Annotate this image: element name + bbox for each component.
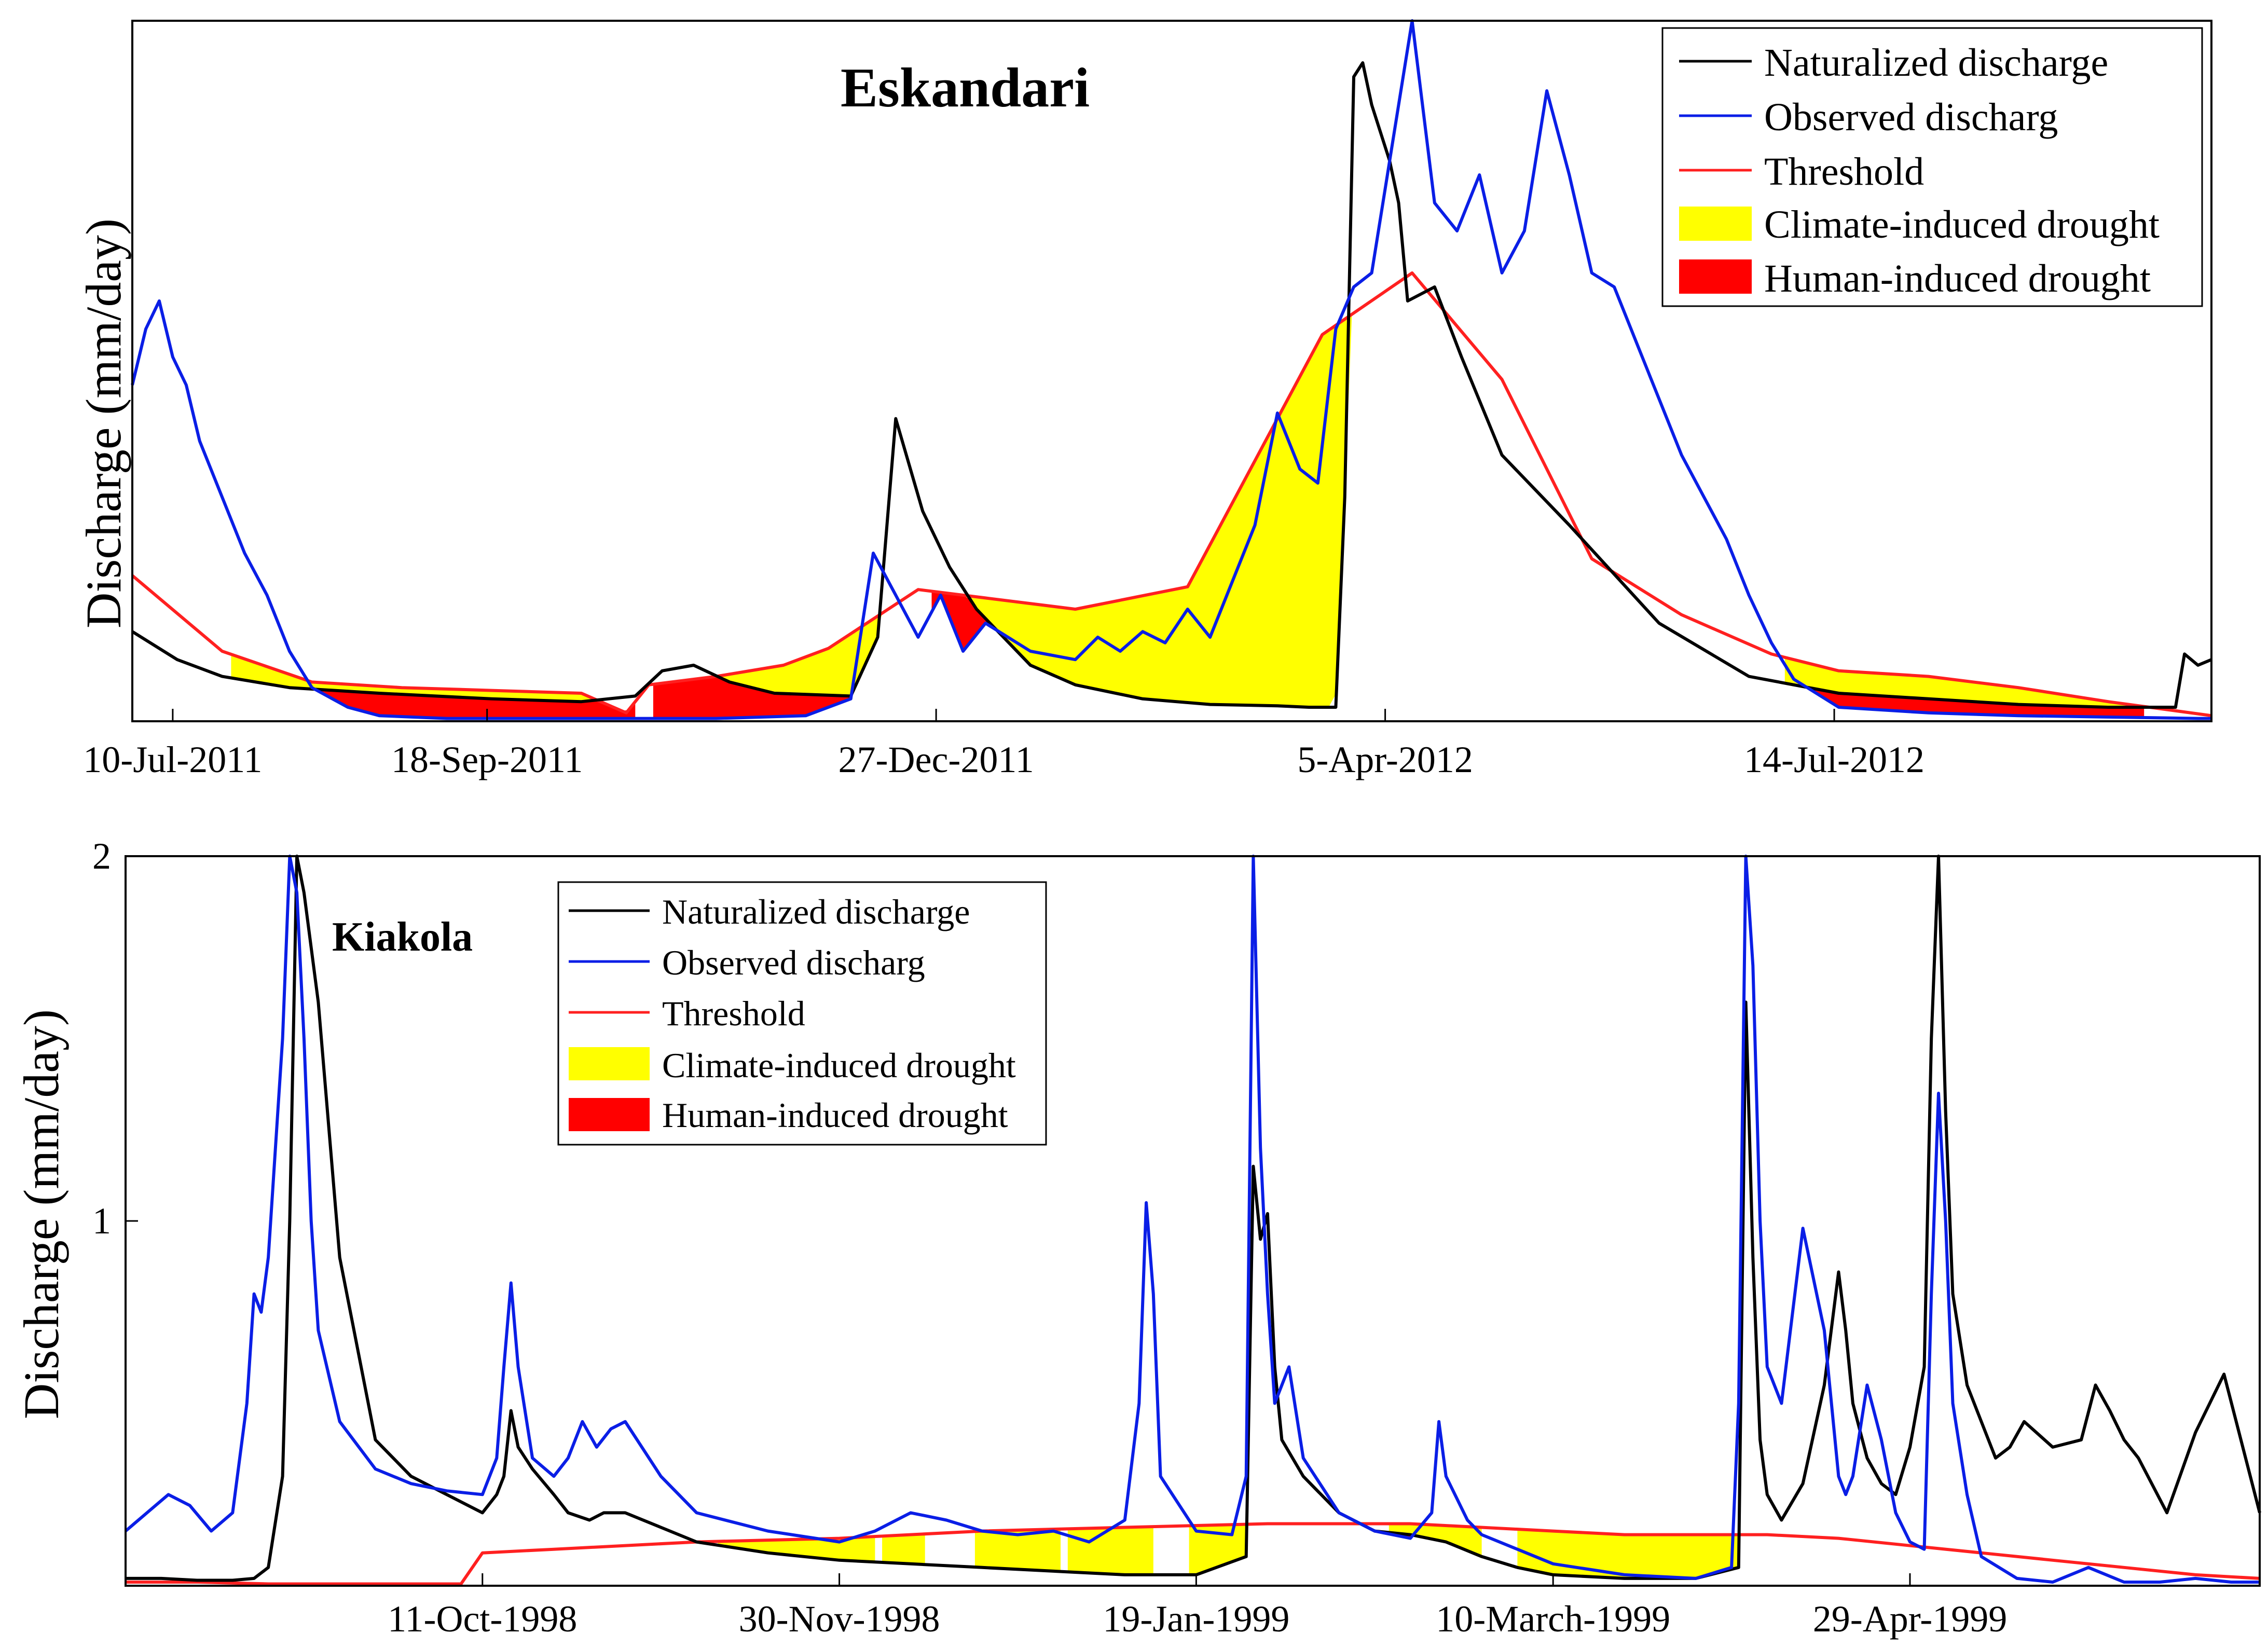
naturalized-discharge-line xyxy=(126,855,2261,1582)
legend-human-swatch xyxy=(569,1098,650,1131)
legend-observed-label: Observed discharg xyxy=(662,943,925,982)
kiakola-y-axis-label: Discharge (mm/day) xyxy=(13,1009,69,1419)
climate-drought-area-8 xyxy=(1189,1523,1289,1575)
eskandari-legend-box xyxy=(1661,27,2203,307)
x-tick-label-1: 18-Sep-2011 xyxy=(391,739,583,780)
climate-drought-area-4 xyxy=(931,282,1399,707)
x-tick-label-0: 10-Jul-2011 xyxy=(83,739,262,780)
legend-naturalized-label: Naturalized discharge xyxy=(1764,41,2108,85)
kiakola-drought-fills xyxy=(718,1523,1739,1578)
climate-drought-area-0 xyxy=(231,654,636,711)
kiakola-plot-frame xyxy=(125,855,2261,1587)
eskandari-drought-fills xyxy=(231,282,2145,719)
observed-discharge-line xyxy=(125,855,2260,1584)
eskandari-legend: Naturalized discharge Observed discharg … xyxy=(1661,27,2203,307)
legend-threshold-label: Threshold xyxy=(1764,150,1924,194)
y-tick-label-0: 1 xyxy=(92,1200,111,1242)
climate-drought-area-4 xyxy=(974,1529,1061,1572)
human-drought-area-1 xyxy=(231,678,636,719)
legend-climate-swatch xyxy=(569,1047,650,1080)
legend-human-label: Human-induced drought xyxy=(1764,257,2151,300)
eskandari-x-ticks: 10-Jul-2011 18-Sep-2011 27-Dec-2011 5-Apr-2… xyxy=(83,709,1925,780)
naturalized-discharge-line xyxy=(131,61,2212,709)
legend-observed-label: Observed discharg xyxy=(1764,95,2058,139)
legend-naturalized-label: Naturalized discharge xyxy=(662,892,970,931)
legend-human-label: Human-induced drought xyxy=(662,1095,1008,1135)
x-tick-label-3: 5-Apr-2012 xyxy=(1297,739,1473,780)
legend-climate-label: Climate-induced drought xyxy=(662,1046,1016,1085)
x-tick-label-3: 10-March-1999 xyxy=(1436,1598,1670,1640)
x-tick-label-4: 14-Jul-2012 xyxy=(1744,739,1925,780)
kiakola-series-lines xyxy=(125,855,2261,1586)
x-tick-label-0: 11-Oct-1998 xyxy=(388,1598,577,1640)
observed-discharge-line xyxy=(131,19,2211,720)
eskandari-title: Eskandari xyxy=(841,57,1090,119)
climate-drought-area-6 xyxy=(1067,1527,1153,1575)
eskandari-plot-frame xyxy=(131,20,2212,722)
eskandari-panel: 10-Jul-2011 18-Sep-2011 27-Dec-2011 5-Apr-2… xyxy=(76,19,2212,780)
x-tick-label-4: 29-Apr-1999 xyxy=(1813,1598,2007,1640)
legend-human-swatch xyxy=(1679,259,1752,294)
kiakola-x-ticks: 11-Oct-1998 30-Nov-1998 19-Jan-1999 10-Marc… xyxy=(388,1573,2007,1640)
climate-drought-area-12 xyxy=(1517,1529,1739,1578)
x-tick-label-1: 30-Nov-1998 xyxy=(739,1598,940,1640)
eskandari-series-lines xyxy=(131,19,2212,720)
x-tick-label-2: 19-Jan-1999 xyxy=(1103,1598,1289,1640)
kiakola-y-ticks: 12 xyxy=(92,835,138,1242)
kiakola-legend: Naturalized discharge Observed discharg … xyxy=(557,881,1047,1146)
threshold-discharge-line xyxy=(131,271,2212,718)
kiakola-title: Kiakola xyxy=(332,914,473,960)
legend-climate-swatch xyxy=(1679,207,1752,241)
x-tick-label-2: 27-Dec-2011 xyxy=(839,739,1034,780)
legend-threshold-label: Threshold xyxy=(662,994,805,1033)
climate-drought-area-10 xyxy=(1389,1523,1482,1557)
eskandari-y-axis-label: Discharge (mm/day) xyxy=(76,218,131,628)
climate-drought-area-2 xyxy=(653,610,887,696)
legend-climate-label: Climate-induced drought xyxy=(1764,203,2160,246)
climate-drought-area-2 xyxy=(882,1534,925,1565)
human-drought-area-3 xyxy=(653,610,887,719)
kiakola-panel: 11-Oct-1998 30-Nov-1998 19-Jan-1999 10-Marc… xyxy=(13,835,2261,1640)
y-tick-label-1: 2 xyxy=(92,835,111,877)
